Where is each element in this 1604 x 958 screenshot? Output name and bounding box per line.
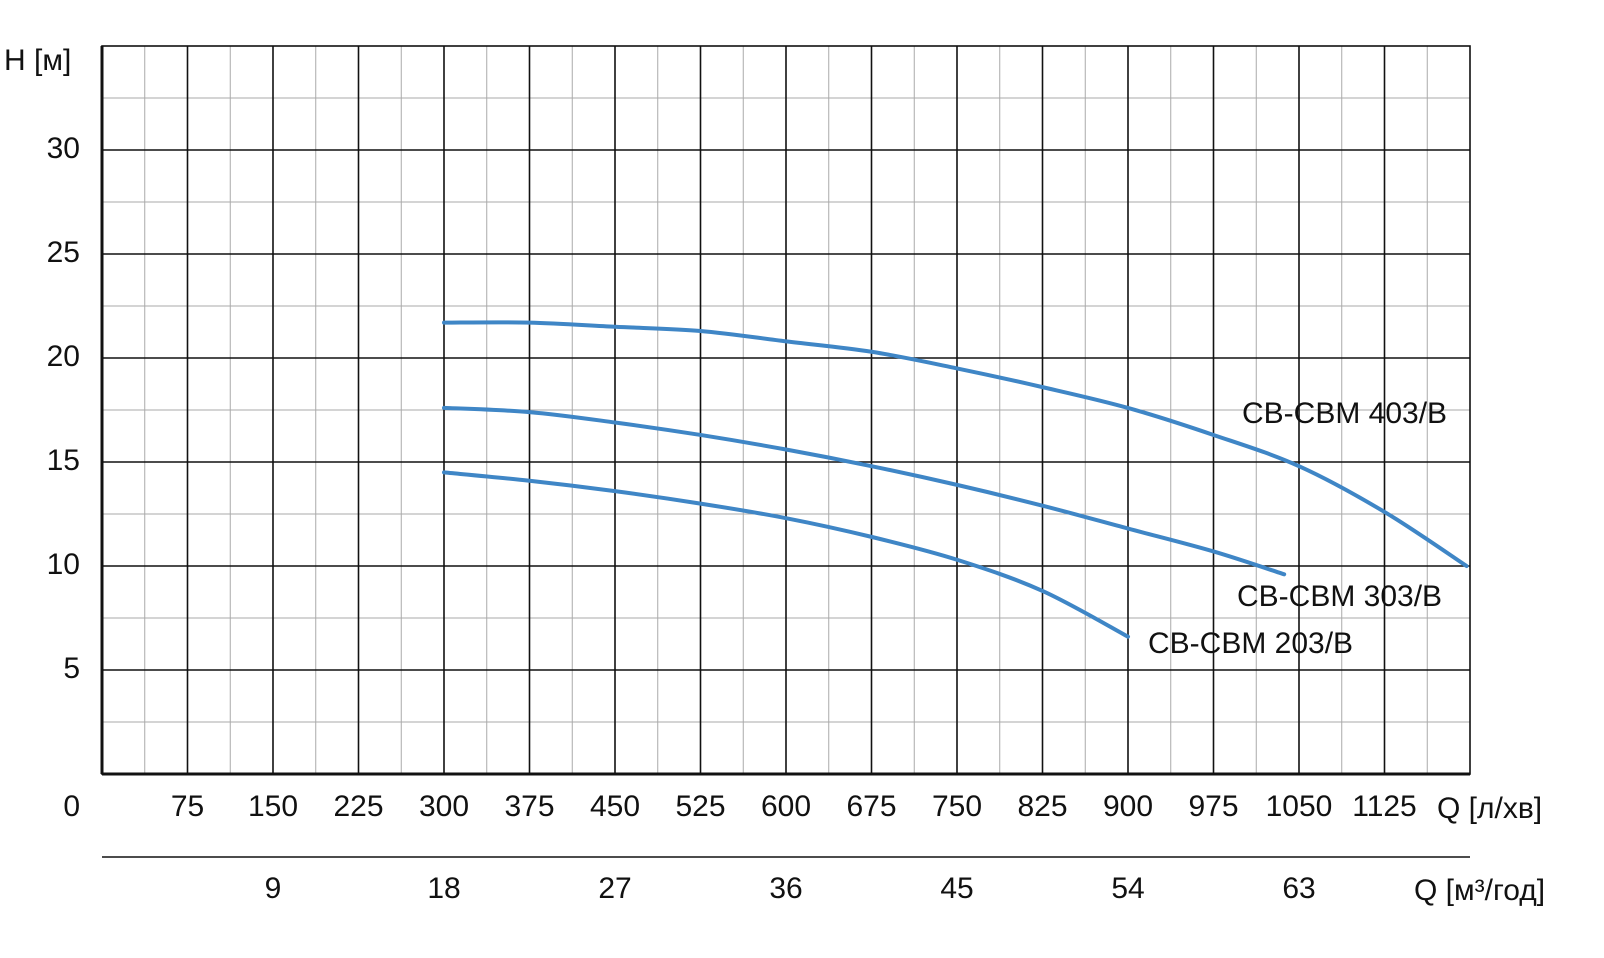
x-tick-label: 375 [504,790,554,823]
x-tick-label: 0 [63,790,80,823]
x-tick-label: 150 [248,790,298,823]
curve [442,320,1469,568]
y-tick-label: 20 [47,340,80,373]
curve [442,470,1130,639]
x-tick-label: 225 [333,790,383,823]
x-tick-label: 825 [1017,790,1067,823]
x-tick-label: 75 [171,790,204,823]
x-tick-label: 750 [932,790,982,823]
x-tick-label: 525 [675,790,725,823]
x2-axis-label: Q [м³/год] [1414,874,1545,907]
x-tick-label: 450 [590,790,640,823]
x-tick-label: 675 [846,790,896,823]
series-label: CB-CBM 303/B [1237,580,1442,613]
x-tick-label: 1125 [1352,790,1417,823]
y-tick-label: 25 [47,236,80,269]
series-label: CB-CBM 203/B [1148,627,1353,660]
y-tick-label: 5 [63,652,80,685]
y-tick-label: 15 [47,444,80,477]
x2-tick-label: 45 [940,872,973,905]
x2-tick-label: 27 [598,872,631,905]
y-axis-label: H [м] [4,44,71,77]
x2-tick-label: 63 [1282,872,1315,905]
x-tick-label: 600 [761,790,811,823]
x-tick-label: 300 [419,790,469,823]
x-tick-label: 975 [1188,790,1238,823]
x-axis-label: Q [л/хв] [1437,792,1542,825]
x2-tick-label: 54 [1111,872,1144,905]
x2-tick-label: 18 [427,872,460,905]
x2-tick-label: 36 [769,872,802,905]
x2-tick-label: 9 [265,872,282,905]
curve [442,405,1287,577]
series-label: CB-CBM 403/B [1242,397,1447,430]
y-tick-label: 30 [47,132,80,165]
y-tick-label: 10 [47,548,80,581]
x-tick-label: 900 [1103,790,1153,823]
x-tick-label: 1050 [1266,790,1333,823]
